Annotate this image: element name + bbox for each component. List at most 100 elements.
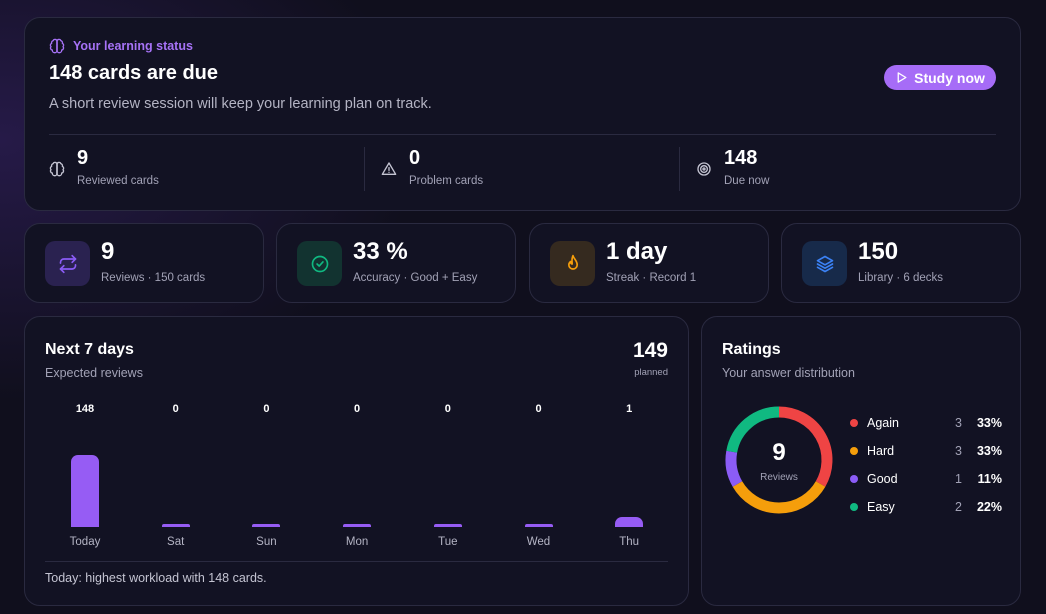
stat-label: Accuracy · Good + Easy bbox=[353, 272, 478, 284]
learning-status-card: Your learning status 148 cards are due A… bbox=[24, 17, 1021, 211]
ratings-legend: Again 3 33% Hard 3 33% Good 1 11% Easy 2… bbox=[850, 409, 1002, 521]
ratings-donut-chart bbox=[725, 406, 833, 514]
bar-column-thu: 1 Thu bbox=[594, 401, 664, 551]
legend-count: 1 bbox=[955, 472, 962, 486]
legend-count: 2 bbox=[955, 500, 962, 514]
hero-stat-separator bbox=[679, 147, 680, 191]
legend-name: Easy bbox=[867, 500, 895, 514]
week-divider bbox=[45, 561, 668, 562]
legend-dot bbox=[850, 447, 858, 455]
bar-column-tue: 0 Tue bbox=[413, 401, 483, 551]
warning-triangle-icon bbox=[381, 162, 397, 175]
bar-category-label: Today bbox=[69, 536, 101, 548]
legend-dot bbox=[850, 419, 858, 427]
ratings-subtitle: Your answer distribution bbox=[722, 366, 855, 380]
bar bbox=[524, 524, 553, 527]
stat-icon-box bbox=[550, 241, 595, 286]
legend-count: 3 bbox=[955, 416, 962, 430]
brain-icon bbox=[49, 161, 65, 177]
hero-stat-value: 0 bbox=[409, 147, 421, 169]
donut-slice-easy bbox=[726, 406, 780, 453]
bar bbox=[71, 455, 99, 527]
donut-total-value: 9 bbox=[772, 439, 786, 466]
legend-dot bbox=[850, 503, 858, 511]
flame-icon bbox=[567, 254, 578, 270]
bar-value-label: 1 bbox=[626, 403, 633, 415]
legend-name: Hard bbox=[867, 444, 895, 458]
bar-track bbox=[322, 421, 392, 527]
stat-icon-box bbox=[45, 241, 90, 286]
legend-item-hard: Hard 3 33% bbox=[850, 437, 1002, 465]
bar-column-today: 148 Today bbox=[50, 401, 120, 551]
stat-card-accuracy: 33 % Accuracy · Good + Easy bbox=[276, 223, 516, 303]
donut-slice-hard bbox=[732, 481, 826, 514]
hero-stat-label: Due now bbox=[724, 175, 770, 187]
legend-item-good: Good 1 11% bbox=[850, 465, 1002, 493]
bar-column-sun: 0 Sun bbox=[231, 401, 301, 551]
bar-category-label: Wed bbox=[526, 536, 551, 548]
study-now-button[interactable]: Study now bbox=[884, 65, 996, 90]
donut-total-label: Reviews bbox=[760, 472, 798, 483]
bar-value-label: 0 bbox=[444, 403, 451, 415]
legend-percent: 11% bbox=[977, 472, 1002, 486]
study-now-label: Study now bbox=[914, 69, 985, 86]
bar-column-sat: 0 Sat bbox=[141, 401, 211, 551]
stat-card-reviews: 9 Reviews · 150 cards bbox=[24, 223, 264, 303]
next-7-days-card: Next 7 days Expected reviews 149 planned… bbox=[24, 316, 689, 606]
bar-category-label: Sun bbox=[256, 536, 277, 548]
stat-icon-box bbox=[802, 241, 847, 286]
ratings-card: Ratings Your answer distribution 9 Revie… bbox=[701, 316, 1021, 606]
stat-label: Reviews · 150 cards bbox=[101, 272, 206, 284]
donut-slice-again bbox=[778, 406, 833, 487]
bar-value-label: 0 bbox=[172, 403, 179, 415]
page-title: 148 cards are due bbox=[49, 62, 218, 84]
target-icon bbox=[697, 162, 711, 176]
repeat-icon bbox=[59, 254, 76, 273]
bar-track bbox=[504, 421, 574, 527]
hero-stat-reviewed: 9 Reviewed cards bbox=[49, 146, 159, 192]
stat-label: Streak · Record 1 bbox=[606, 272, 697, 284]
bar-value-label: 0 bbox=[263, 403, 270, 415]
bar bbox=[252, 524, 281, 527]
stat-card-library: 150 Library · 6 decks bbox=[781, 223, 1021, 303]
legend-name: Good bbox=[867, 472, 898, 486]
stat-card-streak: 1 day Streak · Record 1 bbox=[529, 223, 769, 303]
next-7-days-title: Next 7 days bbox=[45, 341, 134, 358]
legend-item-easy: Easy 2 22% bbox=[850, 493, 1002, 521]
layers-icon bbox=[816, 255, 833, 272]
hero-stat-due: 148 Due now bbox=[696, 146, 769, 192]
bar-chart: 148 Today 0 Sat 0 Sun 0 Mon 0 Tue 0 Wed 1 Thu bbox=[25, 317, 690, 607]
hero-stat-label: Problem cards bbox=[409, 175, 484, 187]
bar-track bbox=[141, 421, 211, 527]
bar-track bbox=[413, 421, 483, 527]
bar bbox=[433, 524, 462, 527]
bar-value-label: 148 bbox=[75, 403, 95, 415]
play-icon bbox=[897, 72, 907, 83]
bar bbox=[343, 524, 372, 527]
brain-icon bbox=[49, 38, 65, 54]
next-7-days-subtitle: Expected reviews bbox=[45, 366, 143, 380]
legend-item-again: Again 3 33% bbox=[850, 409, 1002, 437]
bar-value-label: 0 bbox=[354, 403, 361, 415]
stat-value: 9 bbox=[101, 238, 115, 265]
bar-track bbox=[231, 421, 301, 527]
workload-summary: Today: highest workload with 148 cards. bbox=[45, 571, 267, 585]
ratings-title: Ratings bbox=[722, 341, 781, 358]
page-subtitle: A short review session will keep your le… bbox=[49, 96, 432, 112]
check-circle-icon bbox=[311, 255, 328, 272]
legend-name: Again bbox=[867, 416, 899, 430]
bar-track bbox=[594, 421, 664, 527]
legend-percent: 33% bbox=[976, 444, 1002, 458]
stat-value: 150 bbox=[858, 238, 899, 265]
bar-column-mon: 0 Mon bbox=[322, 401, 392, 551]
legend-percent: 33% bbox=[976, 416, 1002, 430]
learning-status-eyebrow: Your learning status bbox=[49, 38, 193, 54]
hero-stat-problem: 0 Problem cards bbox=[381, 146, 483, 192]
bar-category-label: Tue bbox=[438, 536, 458, 548]
stat-value: 1 day bbox=[606, 238, 668, 265]
planned-label: planned bbox=[634, 367, 668, 378]
bar-column-wed: 0 Wed bbox=[504, 401, 574, 551]
legend-dot bbox=[850, 475, 858, 483]
hero-stat-label: Reviewed cards bbox=[77, 175, 159, 187]
hero-stat-value: 148 bbox=[724, 147, 758, 169]
